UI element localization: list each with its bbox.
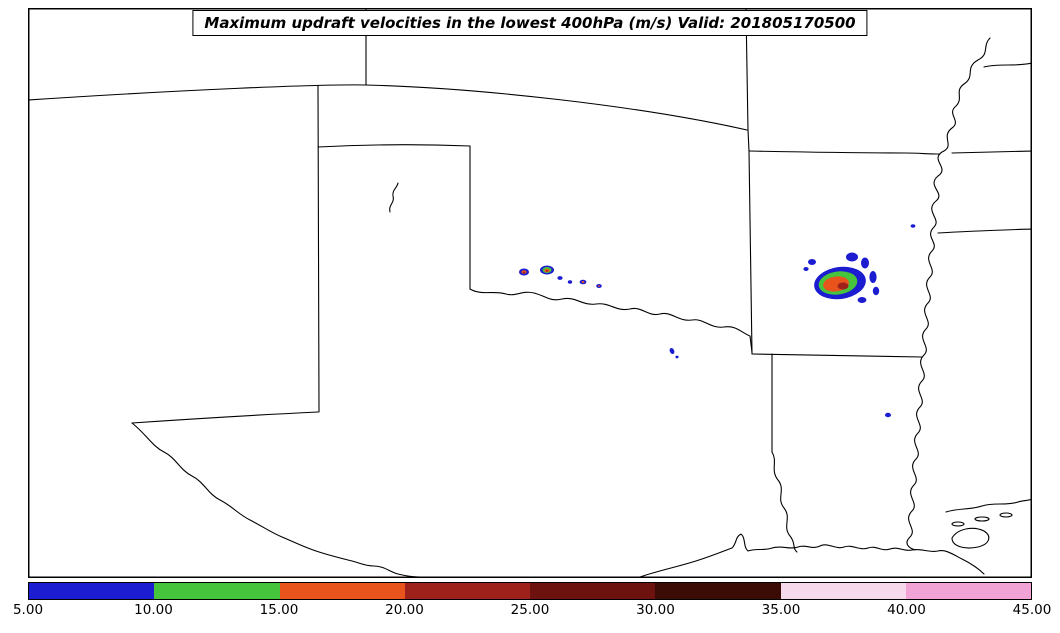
colorbar-tick: 30.00 <box>636 602 675 618</box>
updraft-cell <box>597 285 601 287</box>
rio-grande <box>131 422 421 577</box>
state-border-32n <box>131 411 319 424</box>
colorbar-ticks: 5.00 10.00 15.00 20.00 25.00 30.00 35.00 40.00 4… <box>13 602 1051 624</box>
state-border-tn-ms <box>937 228 1031 234</box>
state-border-mo-ar <box>748 150 941 155</box>
updraft-cell <box>675 355 679 359</box>
updraft-cell <box>872 286 880 296</box>
red-river-border <box>469 288 753 353</box>
mississippi-river <box>906 37 991 551</box>
updraft-cell <box>669 347 675 355</box>
colorbar-tick: 10.00 <box>134 602 173 618</box>
updraft-cell <box>837 282 849 290</box>
colorbar <box>28 582 1032 600</box>
colorbar-segment <box>154 583 280 599</box>
colorbar-tick: 40.00 <box>887 602 926 618</box>
barrier-island <box>951 521 965 527</box>
colorbar-tick: 25.00 <box>510 602 550 618</box>
updraft-cells <box>519 224 916 418</box>
updraft-cell <box>857 297 867 303</box>
state-border-ky-north <box>983 62 1031 68</box>
colorbar-segment <box>279 583 405 599</box>
plot-title: Maximum updraft velocities in the lowest… <box>192 10 868 36</box>
updraft-cell <box>885 412 891 418</box>
updraft-cell <box>803 267 809 271</box>
colorbar-tick: 5.00 <box>12 602 44 618</box>
updraft-cell <box>869 271 877 283</box>
map-frame <box>28 8 1032 578</box>
gulf-coastline <box>639 533 985 577</box>
sabine-river-border <box>771 353 798 553</box>
state-border-ks-mo-ar <box>745 9 753 355</box>
updraft-cell <box>567 280 573 284</box>
colorbar-segment <box>655 583 781 599</box>
updraft-cell <box>545 270 549 272</box>
updraft-cell <box>846 252 858 262</box>
mississippi-coastline <box>945 498 1031 513</box>
colorbar-tick: 45.00 <box>1012 602 1052 618</box>
updraft-cell <box>861 257 869 269</box>
updraft-cell <box>557 276 563 280</box>
colorbar-segment <box>780 583 906 599</box>
barrier-island <box>999 512 1013 518</box>
state-border-panhandle <box>317 144 471 148</box>
colorbar-segment <box>404 583 530 599</box>
colorbar-tick: 20.00 <box>385 602 424 618</box>
colorbar-tick: 15.00 <box>259 602 299 618</box>
updraft-cell <box>910 224 916 228</box>
state-border-nm-tx <box>317 85 320 413</box>
colorbar-tick: 35.00 <box>761 602 801 618</box>
lake-pontchartrain <box>951 527 990 549</box>
barrier-island <box>974 516 990 522</box>
colorbar-segment <box>29 583 155 599</box>
updraft-cell <box>808 259 816 265</box>
updraft-cell <box>581 281 585 283</box>
panhandle-lake <box>389 182 399 213</box>
plot-title-text: Maximum updraft velocities in the lowest… <box>204 14 856 32</box>
updraft-cell <box>522 271 526 274</box>
state-borders <box>29 9 1031 577</box>
state-border-tn-ky <box>951 150 1031 154</box>
colorbar-segment <box>530 583 656 599</box>
state-border-ar-la <box>751 353 923 358</box>
colorbar-segment <box>905 583 1031 599</box>
